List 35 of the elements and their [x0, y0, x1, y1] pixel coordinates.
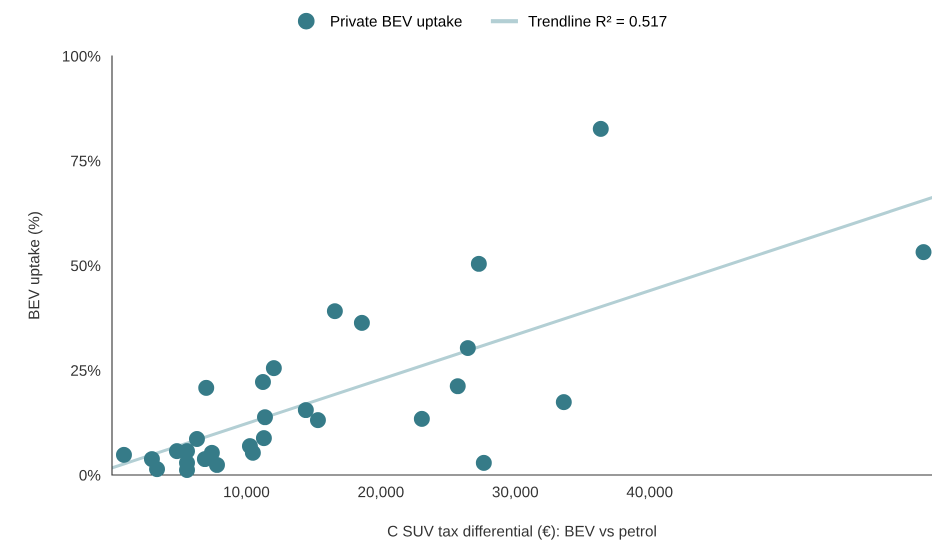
point	[592, 120, 609, 137]
y-tick-label: 75%	[71, 156, 100, 166]
point	[198, 380, 214, 396]
point	[254, 374, 271, 390]
y-tick-label: 25%	[71, 365, 100, 376]
point	[244, 444, 261, 461]
point	[414, 410, 430, 427]
legend-label: Private BEV uptake	[331, 15, 462, 30]
x-tick-label: 40,000	[626, 486, 672, 500]
point	[916, 244, 932, 260]
point	[188, 430, 205, 447]
y-tick-label: 0%	[79, 470, 100, 481]
point	[354, 314, 370, 331]
point	[460, 340, 476, 356]
y-axis-title: BEV uptake (%)	[28, 212, 42, 319]
point	[476, 454, 492, 471]
y-tick-label: 50%	[70, 260, 100, 272]
point	[556, 394, 572, 410]
point	[266, 360, 282, 376]
point	[326, 303, 343, 320]
y-tick-label: 100%	[62, 50, 100, 62]
x-tick-label: 10,000	[224, 486, 270, 500]
point	[470, 256, 487, 272]
x-tick-label: 30,000	[492, 486, 538, 500]
point	[298, 402, 314, 418]
point	[257, 409, 273, 426]
legend-label: Trendline R² = 0.517	[528, 15, 666, 27]
point	[450, 378, 466, 394]
point	[209, 456, 225, 473]
point	[149, 461, 166, 478]
x-tick-label: 20,000	[358, 486, 404, 500]
x-axis-title: C SUV tax differential (€): BEV vs petrol	[388, 525, 656, 540]
point	[256, 430, 272, 446]
point	[310, 412, 326, 428]
point	[116, 446, 132, 463]
